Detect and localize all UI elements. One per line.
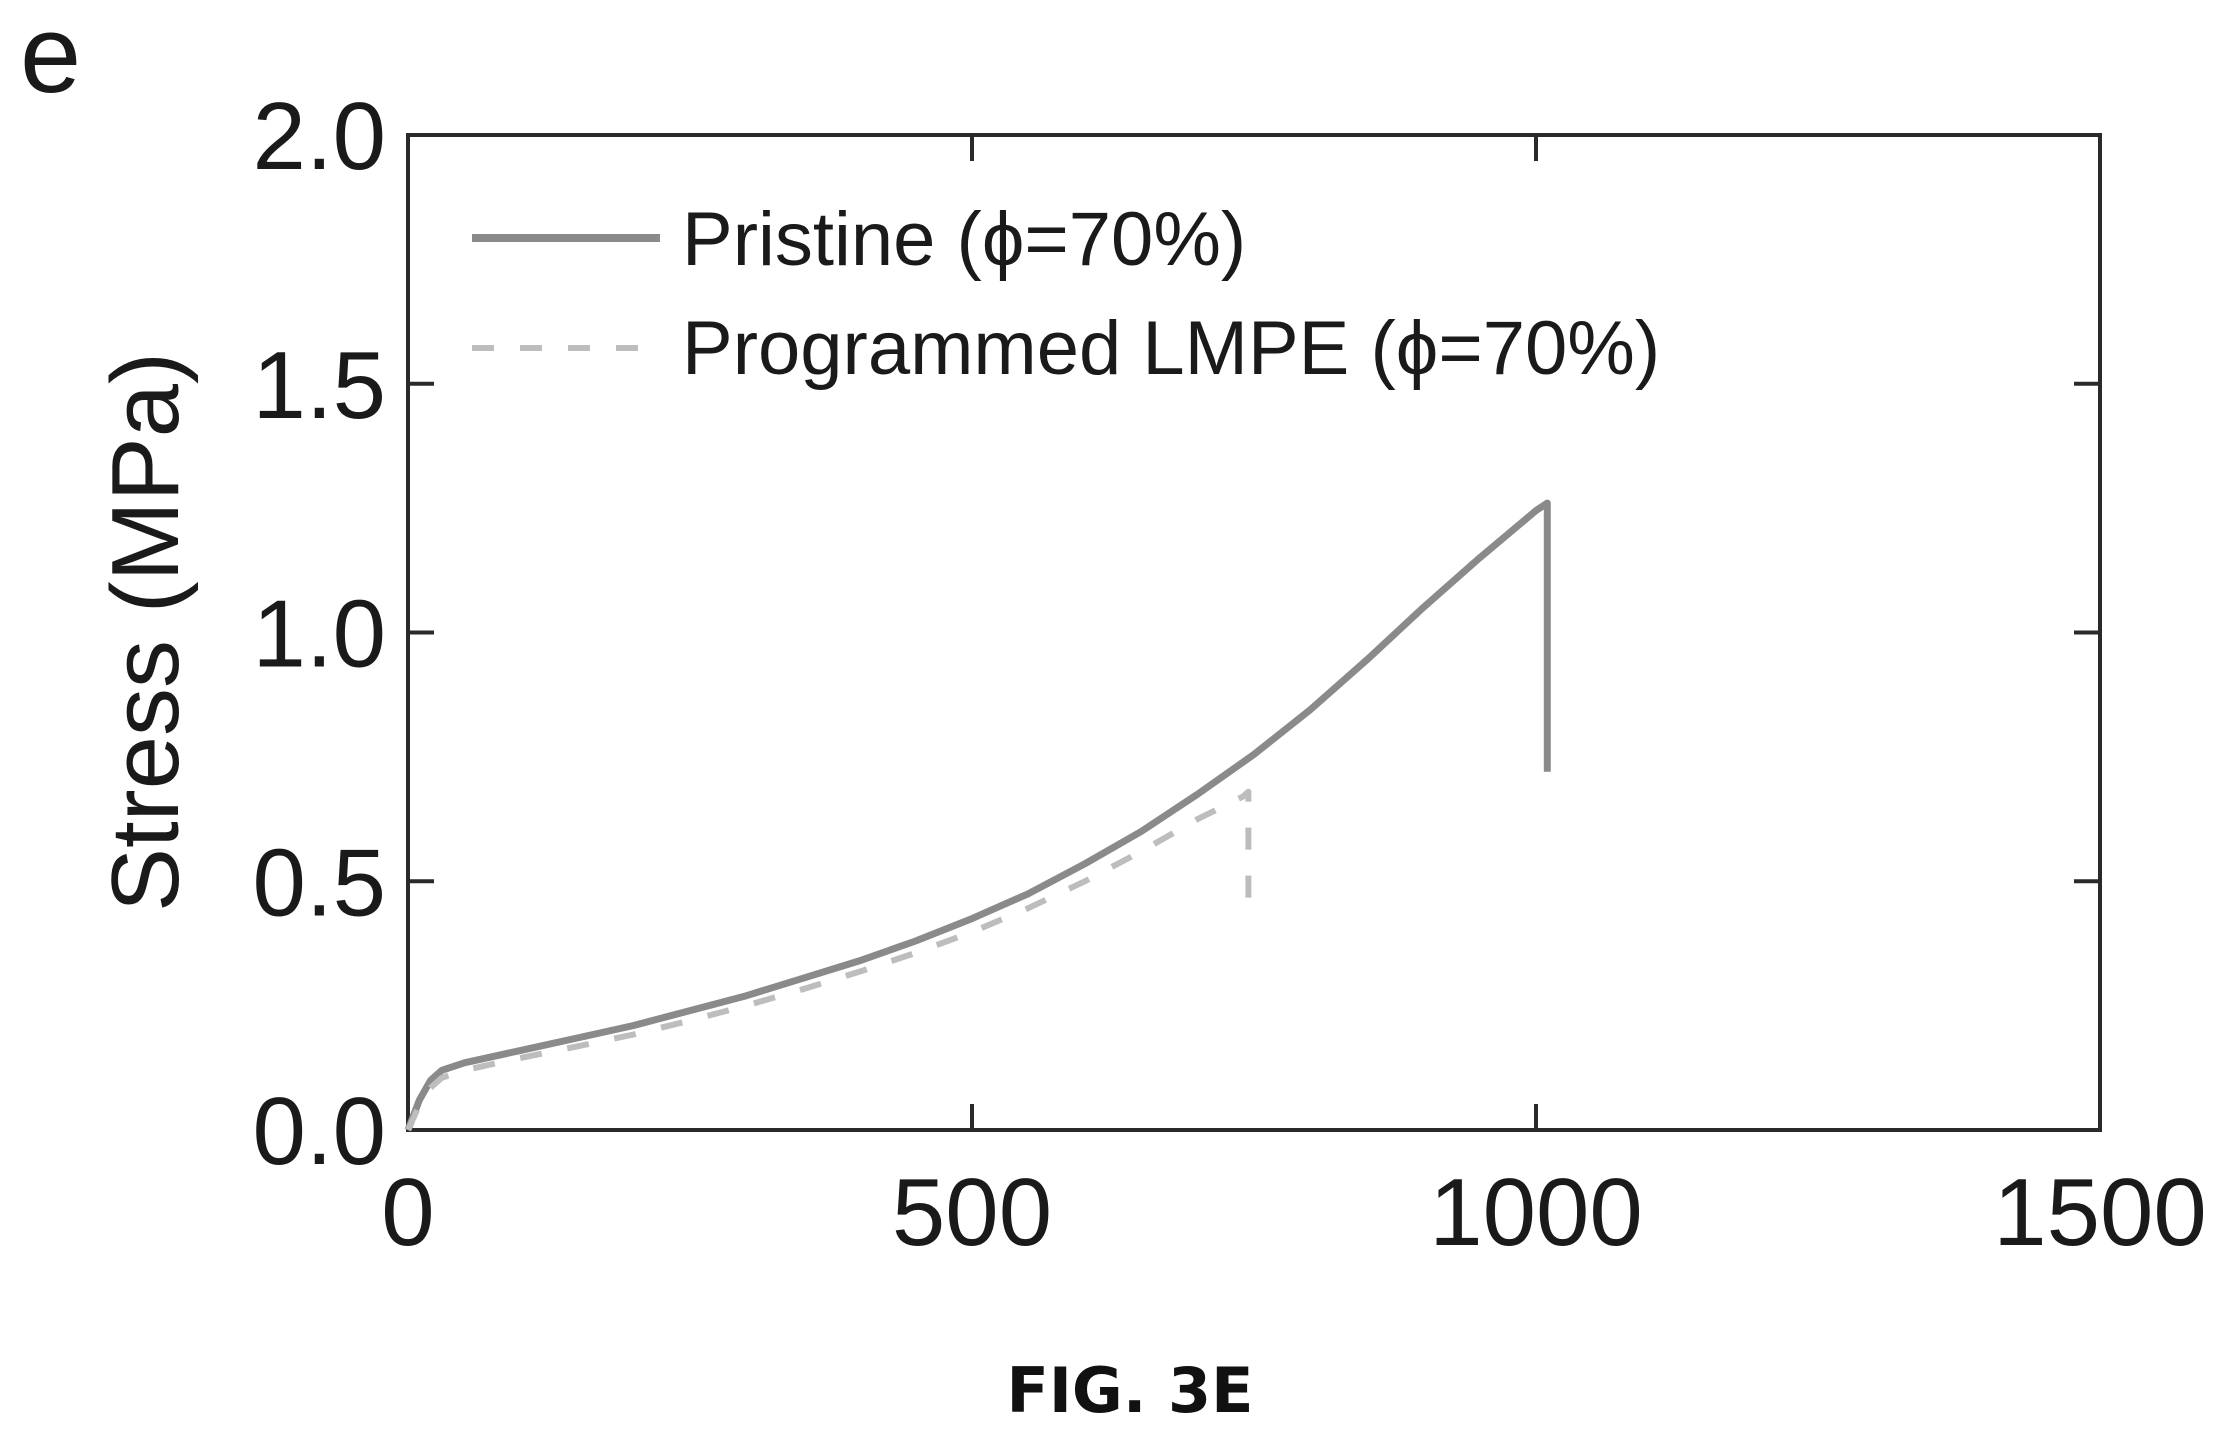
y-tick-label: 0.5	[253, 829, 386, 936]
x-tick-label: 1000	[1429, 1159, 1643, 1266]
x-tick-label: 1500	[1993, 1159, 2207, 1266]
y-tick-label: 1.5	[253, 332, 386, 439]
series-programmed-lmpe-line	[405, 788, 1252, 1132]
legend: Pristine (ϕ=70%) Programmed LMPE (ϕ=70%)	[472, 197, 1660, 391]
plot-frame	[406, 133, 2102, 1132]
y-tick-labels: 0.0 0.5 1.0 1.5 2.0	[253, 83, 386, 1185]
figure-caption: FIG. 3E	[1007, 1354, 1254, 1427]
panel-label: e	[20, 0, 81, 116]
y-axis-title: Stress (MPa)	[92, 352, 199, 912]
x-tick-label: 0	[381, 1159, 434, 1266]
legend-label-programmed: Programmed LMPE (ϕ=70%)	[682, 306, 1660, 391]
axis-ticks	[406, 133, 2102, 1132]
data-series	[404, 499, 1551, 1132]
plot-area	[406, 133, 2102, 1132]
y-tick-label: 1.0	[253, 581, 386, 688]
x-tick-label: 500	[892, 1159, 1052, 1266]
legend-label-pristine: Pristine (ϕ=70%)	[682, 197, 1246, 282]
y-tick-label: 0.0	[253, 1078, 386, 1185]
x-tick-labels: 0 500 1000 1500	[381, 1159, 2206, 1266]
series-pristine-line	[404, 499, 1551, 1132]
y-tick-label: 2.0	[253, 83, 386, 190]
